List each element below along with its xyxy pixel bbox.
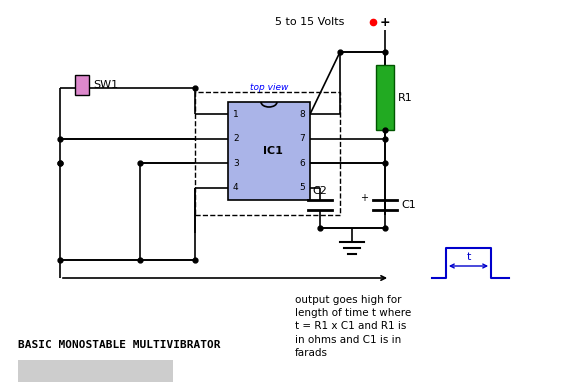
Text: C2: C2	[313, 186, 327, 196]
Bar	[195, 92, 340, 215]
Bar	[228, 102, 310, 200]
Text: 5 to 15 Volts: 5 to 15 Volts	[275, 17, 344, 27]
Text: +: +	[360, 193, 368, 203]
Bar	[75, 75, 89, 95]
Text: 4: 4	[233, 183, 239, 192]
Text: output goes high for
length of time t where
t = R1 x C1 and R1 is
in ohms and C1: output goes high for length of time t wh…	[295, 295, 411, 358]
Text: SW1: SW1	[93, 80, 118, 90]
Text: t: t	[466, 252, 471, 262]
Text: top view: top view	[250, 83, 288, 92]
Text: 8: 8	[299, 110, 305, 119]
Text: IC1: IC1	[263, 146, 283, 156]
Text: C1: C1	[401, 200, 416, 210]
Text: +: +	[380, 16, 390, 29]
Text: 3: 3	[233, 159, 239, 168]
Text: R1: R1	[398, 92, 413, 102]
Text: BASIC MONOSTABLE MULTIVIBRATOR: BASIC MONOSTABLE MULTIVIBRATOR	[18, 340, 220, 350]
Bar	[376, 65, 394, 130]
Text: 5: 5	[299, 183, 305, 192]
Bar	[18, 360, 173, 382]
Text: 2: 2	[233, 134, 239, 143]
Text: 7: 7	[299, 134, 305, 143]
Text: 6: 6	[299, 159, 305, 168]
Text: 1: 1	[233, 110, 239, 119]
